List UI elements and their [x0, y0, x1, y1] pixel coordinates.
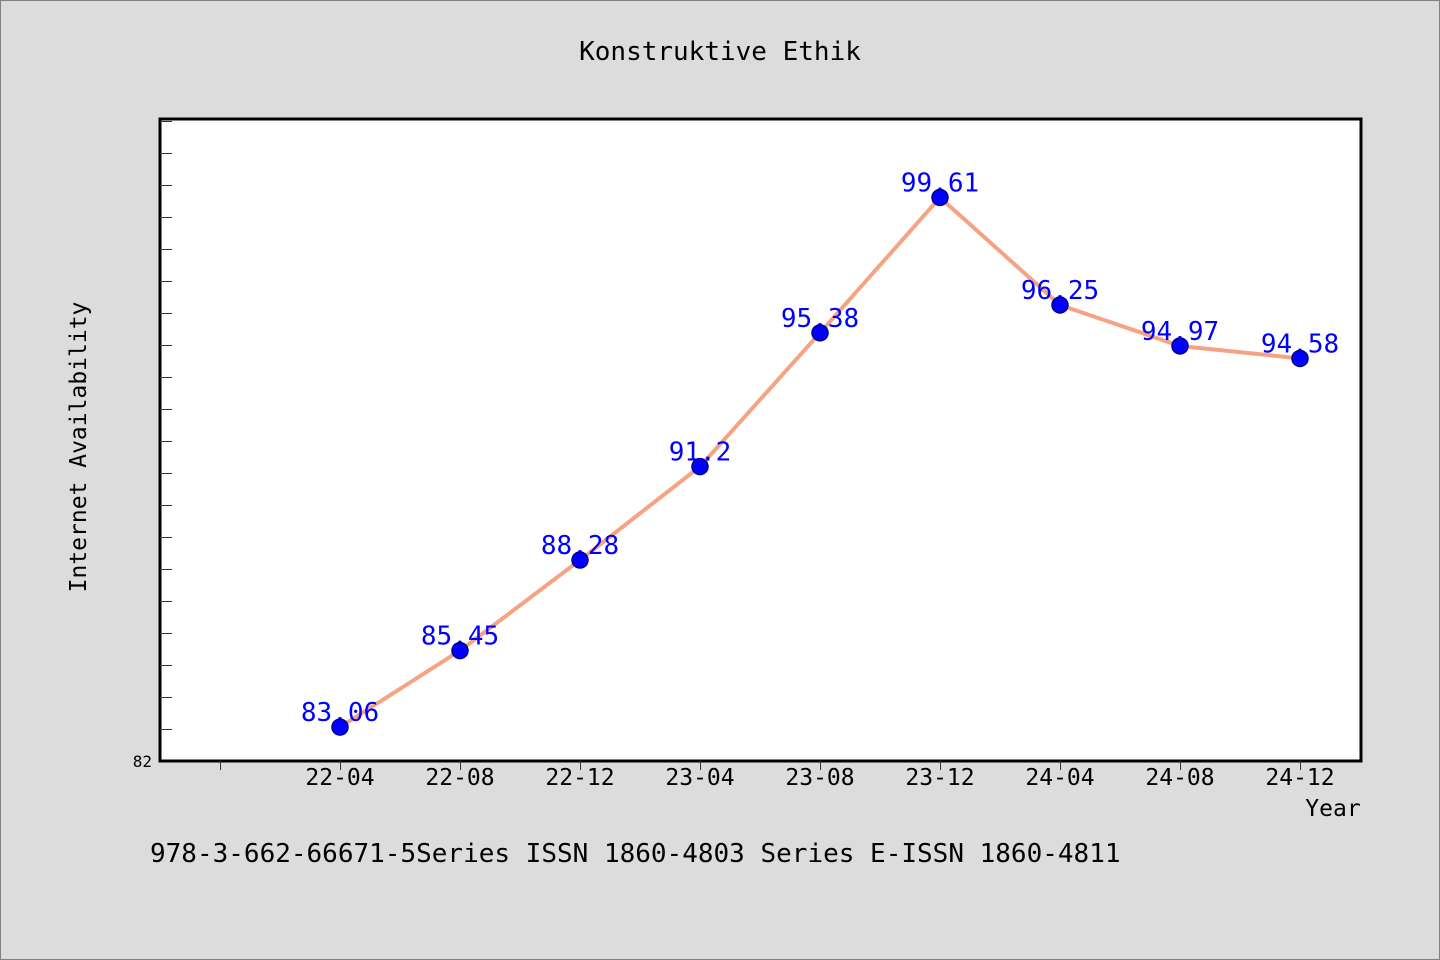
data-point [1051, 296, 1069, 314]
x-tick-label: 24-08 [1145, 765, 1214, 791]
x-axis-ticks [220, 761, 1301, 770]
footer-isbn-text: 978-3-662-66671-5Series ISSN 1860-4803 S… [150, 839, 1121, 869]
data-point [331, 718, 349, 736]
data-point [1171, 337, 1189, 355]
y-tick-label: 82 [133, 752, 152, 771]
y-axis-tick-labels: 82 [133, 752, 152, 771]
data-point [1291, 349, 1309, 368]
x-tick-label: 22-12 [545, 765, 614, 791]
x-axis-label: Year [1305, 796, 1360, 822]
data-points-layer [331, 188, 1309, 736]
x-tick-label: 24-12 [1265, 765, 1334, 791]
x-axis-tick-labels: 22-04 22-08 22-12 23-04 23-08 23-12 24-04 24-08… [305, 765, 1334, 791]
chart-title: Konstruktive Ethik [579, 37, 861, 67]
y-axis-ticks [160, 121, 172, 730]
x-tick-label: 22-08 [425, 765, 494, 791]
plot-area [158, 117, 1363, 763]
data-point [451, 641, 469, 660]
data-point [931, 188, 949, 207]
x-tick-label: 22-04 [305, 765, 374, 791]
x-tick-label: 24-04 [1025, 765, 1094, 791]
x-tick-label: 23-12 [905, 765, 974, 791]
data-point [691, 457, 709, 476]
x-tick-label: 23-04 [665, 765, 734, 791]
data-point [811, 324, 829, 342]
data-point [571, 551, 589, 569]
x-tick-label: 23-08 [785, 765, 854, 791]
y-axis-label: Internet Availability [66, 302, 92, 593]
